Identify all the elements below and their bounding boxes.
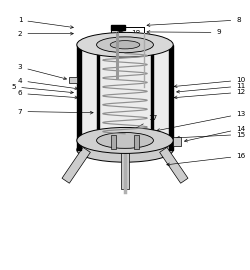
Polygon shape: [151, 45, 154, 142]
Text: 15: 15: [177, 131, 246, 139]
Polygon shape: [173, 137, 181, 146]
Polygon shape: [96, 45, 99, 142]
Text: 12: 12: [174, 89, 246, 99]
Text: 3: 3: [18, 64, 66, 80]
Polygon shape: [69, 77, 77, 83]
Ellipse shape: [77, 32, 173, 57]
Text: 7: 7: [18, 109, 93, 114]
Text: 6: 6: [18, 90, 78, 99]
Ellipse shape: [77, 127, 173, 153]
Polygon shape: [160, 147, 188, 183]
Ellipse shape: [77, 137, 173, 162]
Polygon shape: [62, 147, 90, 183]
Text: 9: 9: [147, 29, 221, 35]
Text: 18: 18: [120, 30, 141, 36]
Polygon shape: [169, 45, 173, 150]
Text: 16: 16: [167, 153, 246, 166]
Polygon shape: [111, 25, 124, 30]
Text: 17: 17: [130, 115, 158, 131]
Polygon shape: [134, 135, 139, 149]
Text: 4: 4: [18, 77, 78, 90]
Polygon shape: [111, 135, 116, 149]
Ellipse shape: [110, 41, 140, 49]
Ellipse shape: [96, 37, 154, 53]
Text: 2: 2: [18, 31, 73, 37]
Text: 1: 1: [18, 17, 73, 29]
Text: 13: 13: [157, 111, 246, 131]
Text: 5: 5: [12, 84, 73, 94]
Text: 10: 10: [174, 77, 246, 88]
Text: 14: 14: [184, 126, 246, 142]
Polygon shape: [77, 45, 173, 150]
Ellipse shape: [96, 133, 154, 148]
Text: 11: 11: [177, 83, 246, 93]
Polygon shape: [120, 150, 130, 189]
Text: 8: 8: [147, 17, 241, 26]
Polygon shape: [77, 45, 81, 150]
